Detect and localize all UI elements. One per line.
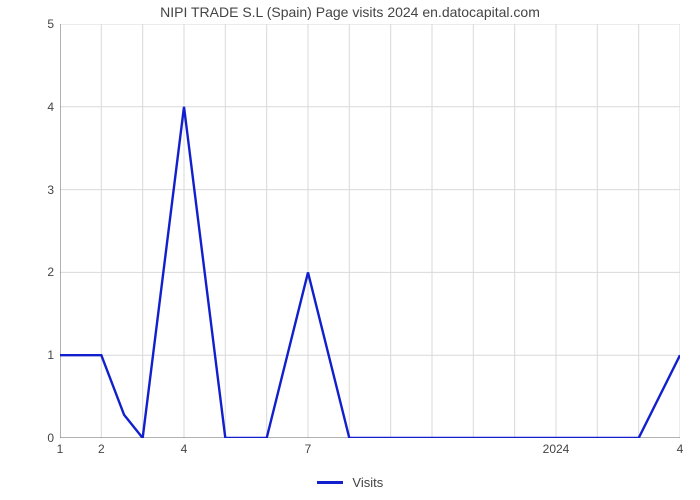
plot-area: 012345124720244	[60, 24, 680, 438]
y-tick-label: 3	[47, 183, 60, 197]
y-tick-label: 1	[47, 348, 60, 362]
x-tick-label: 4	[677, 438, 684, 456]
legend-label: Visits	[352, 475, 383, 490]
chart-title: NIPI TRADE S.L (Spain) Page visits 2024 …	[0, 4, 700, 20]
chart-container: NIPI TRADE S.L (Spain) Page visits 2024 …	[0, 0, 700, 500]
x-tick-label: 7	[305, 438, 312, 456]
plot-svg	[60, 24, 680, 438]
y-tick-label: 2	[47, 265, 60, 279]
legend: Visits	[0, 474, 700, 490]
legend-swatch	[317, 481, 343, 484]
x-tick-label: 4	[181, 438, 188, 456]
x-tick-label: 1	[57, 438, 64, 456]
x-tick-label: 2024	[543, 438, 570, 456]
x-tick-label: 2	[98, 438, 105, 456]
y-tick-label: 4	[47, 100, 60, 114]
y-tick-label: 5	[47, 17, 60, 31]
